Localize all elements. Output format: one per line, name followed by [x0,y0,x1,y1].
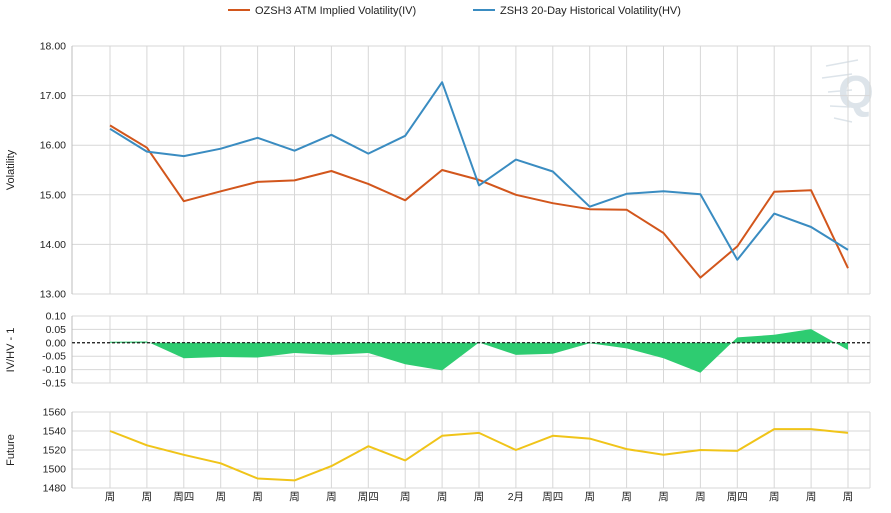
x-tick-label: 周 [843,491,854,503]
x-tick-label: 周 [695,491,706,503]
y-tick-label: -0.10 [42,364,66,376]
watermark-letter: Q [838,66,874,118]
x-tick-label: 周 [584,491,595,503]
chart-panels: 18.00 17.00 16.00 15.00 14.00 13.00 0.100.050.… [40,41,871,503]
watermark-lines [821,59,859,123]
x-tick-label: 周 [474,491,485,503]
y-tick-label: -0.15 [42,378,66,390]
x-tick-label: 周四 [727,491,748,503]
x-tick-label: 周四 [358,491,379,503]
y-tick-label: 1500 [43,464,67,476]
y-tick-label: 17.00 [40,90,66,102]
y-tick-label: 1480 [43,483,67,495]
watermark-line [821,73,853,79]
x-axis-labels: 周 周 周四 周 周 周 周 周四 周 周 周 2月 周四 周 周 周 周 周四 周 周 周 [105,491,854,503]
x-tick-label: 周 [215,491,226,503]
y-tick-label: -0.05 [42,351,66,363]
y-tick-label: 0.10 [46,311,67,323]
x-tick-label: 周 [769,491,780,503]
x-tick-label: 周四 [173,491,194,503]
x-tick-label: 周 [621,491,632,503]
x-tick-label: 周四 [542,491,563,503]
x-tick-label: 周 [105,491,116,503]
x-tick-label: 周 [252,491,263,503]
future-series-line [109,428,849,482]
y-tick-label: 1560 [43,407,67,419]
y-tick-label: 13.00 [40,289,66,301]
x-tick-label: 周 [326,491,337,503]
ylabel-volatility: Volatility [5,149,17,190]
legend-iv-label: OZSH3 ATM Implied Volatility(IV) [255,5,416,17]
x-tick-label: 周 [437,491,448,503]
legend: OZSH3 ATM Implied Volatility(IV) ZSH3 20… [228,5,681,17]
watermark-line [825,59,859,67]
y-tick-label: 0.05 [46,324,67,336]
ylabel-ratio: IV/HV - 1 [5,328,17,373]
y-tick-label: 18.00 [40,41,66,53]
panel-2: 1560 1540 1520 1500 1480 [43,407,871,495]
iv-series-line [109,124,849,279]
y-tick-label: 16.00 [40,140,66,152]
ylabel-future: Future [5,434,17,466]
x-tick-label: 周 [806,491,817,503]
x-tick-label: 2月 [508,491,524,503]
y-tick-label: 0.00 [46,337,67,349]
watermark-logo: Q [821,59,874,123]
x-tick-label: 周 [289,491,300,503]
panel-1: 0.100.050.00 -0.05-0.10 -0.15 [42,311,871,390]
watermark-line [833,117,853,123]
y-tick-label: 15.00 [40,189,66,201]
x-tick-label: 周 [658,491,669,503]
y-tick-label: 14.00 [40,239,66,251]
legend-hv-label: ZSH3 20-Day Historical Volatility(HV) [500,5,681,17]
hv-series-line [109,81,849,261]
watermark-line [829,105,851,108]
panel-0: 18.00 17.00 16.00 15.00 14.00 13.00 [40,41,871,301]
y-tick-label: 1520 [43,445,67,457]
y-tick-label: 1540 [43,426,67,438]
x-tick-label: 周 [400,491,411,503]
ratio-area [110,329,848,373]
x-tick-label: 周 [142,491,153,503]
